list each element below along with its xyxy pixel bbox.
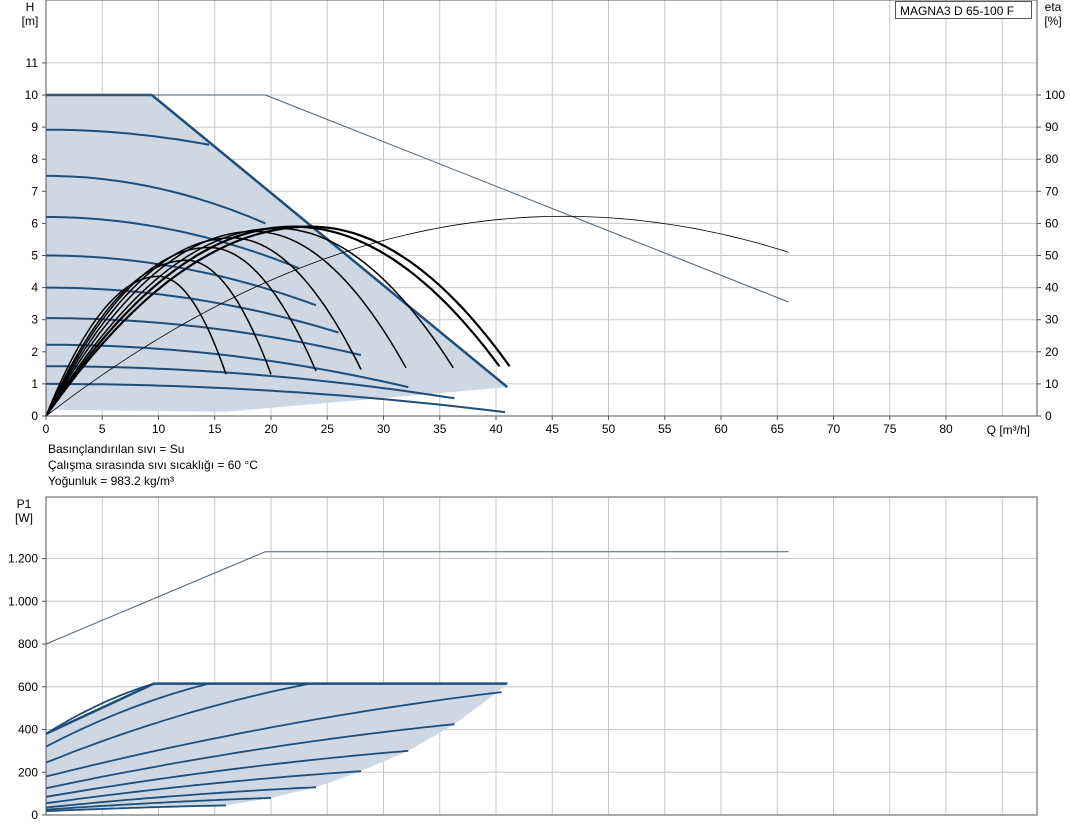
p1-axis-unit: [W] (15, 511, 33, 525)
power-curves (45, 682, 508, 813)
q-tick-label: 20 (264, 422, 278, 436)
h-tick-label: 3 (31, 313, 38, 327)
q-tick-label: 25 (321, 422, 335, 436)
head-speed-curve (46, 382, 506, 414)
eta-tick-label: 100 (1045, 88, 1065, 102)
q-tick-label: 45 (546, 422, 560, 436)
h-tick-label: 2 (31, 345, 38, 359)
power-speed-curve (45, 723, 455, 790)
head-speed-curve (46, 174, 266, 225)
bottom-chart-frame (45, 496, 1038, 816)
h-tick-label: 0 (31, 409, 38, 423)
eta-tick-label: 90 (1045, 120, 1059, 134)
eta-axis-title: eta (1045, 0, 1062, 14)
bottom-chart-ticks: 0 200 400 600 800 1.000 1.200 (8, 552, 46, 822)
h-tick-label: 1 (31, 377, 38, 391)
efficiency-curve (45, 227, 454, 417)
p1-tick-label: 1.200 (8, 552, 38, 566)
h-tick-label: 4 (31, 281, 38, 295)
q-tick-label: 60 (714, 422, 728, 436)
eta-tick-label: 20 (1045, 345, 1059, 359)
h-tick-label: 10 (25, 88, 39, 102)
efficiency-curve (45, 225, 501, 417)
h-tick-label: 5 (31, 249, 38, 263)
q-tick-label: 15 (208, 422, 222, 436)
head-speed-curve (46, 216, 300, 270)
p1-tick-label: 1.000 (8, 594, 38, 608)
efficiency-curve (45, 225, 511, 417)
q-tick-label: 50 (602, 422, 616, 436)
h-axis-unit: [m] (22, 14, 39, 28)
q-tick-label: 70 (827, 422, 841, 436)
power-speed-curve (45, 770, 362, 805)
head-speed-curve (46, 128, 210, 146)
eta-axis-unit: [%] (1044, 14, 1061, 28)
model-label: MAGNA3 D 65-100 F (895, 1, 1032, 19)
eta-tick-label: 10 (1045, 377, 1059, 391)
efficiency-curve (45, 230, 407, 417)
q-tick-label: 65 (771, 422, 785, 436)
h-tick-label: 7 (31, 184, 38, 198)
q-tick-label: 0 (43, 422, 50, 436)
note-temperature: Çalışma sırasında sıvı sıcaklığı = 60 °C (48, 458, 258, 472)
p1-axis-title: P1 (17, 497, 32, 511)
power-speed-curve (45, 786, 317, 809)
h-tick-label: 9 (31, 120, 38, 134)
efficiency-curves (45, 225, 511, 417)
power-speed-curve (45, 691, 502, 778)
p1-tick-label: 0 (31, 808, 38, 822)
q-axis-title: Q [m³/h] (987, 423, 1030, 437)
p1-tick-label: 800 (18, 637, 38, 651)
h-axis-title: H (26, 0, 35, 14)
power-speed-curve (45, 750, 409, 798)
h-tick-label: 6 (31, 216, 38, 230)
q-tick-label: 30 (377, 422, 391, 436)
efficiency-curve (45, 259, 272, 417)
p1-tick-label: 200 (18, 765, 38, 779)
q-tick-label: 10 (152, 422, 166, 436)
q-tick-label: 55 (658, 422, 672, 436)
note-density: Yoğunluk = 983.2 kg/m³ (48, 474, 174, 488)
power-speed-curve (45, 797, 272, 811)
q-tick-label: 40 (489, 422, 503, 436)
eta-tick-label: 0 (1045, 409, 1052, 423)
q-tick-label: 80 (939, 422, 953, 436)
power-speed-curve (45, 682, 155, 735)
h-tick-label: 8 (31, 152, 38, 166)
head-speed-curve (46, 317, 362, 356)
max-p1-curve (45, 551, 789, 645)
top-chart-frame (45, 0, 1038, 417)
max-head-curve (46, 94, 789, 303)
eta-tick-label: 80 (1045, 152, 1059, 166)
max-power-curve (45, 551, 789, 645)
power-speed-curve (45, 804, 227, 813)
top-chart-grid (45, 0, 1037, 417)
q-tick-label: 35 (433, 422, 447, 436)
eta-tick-label: 40 (1045, 281, 1059, 295)
power-speed-curve (45, 682, 210, 748)
eta-tick-label: 30 (1045, 313, 1059, 327)
eta-tick-label: 70 (1045, 184, 1059, 198)
head-speed-curve (45, 343, 409, 389)
note-fluid: Basınçlandırılan sıvı = Su (48, 442, 185, 456)
p1-tick-label: 400 (18, 723, 38, 737)
h-tick-label: 11 (26, 56, 39, 70)
q-tick-label: 75 (883, 422, 897, 436)
power-speed-curve (45, 682, 311, 764)
top-chart-ticks: 0 5 10 15 20 25 30 35 40 45 50 55 60 65 70 75 8001234567… (25, 56, 1066, 436)
max-efficiency-curve (45, 215, 789, 417)
eta-tick-label: 60 (1045, 216, 1059, 230)
max-curves (45, 94, 789, 417)
q-tick-label: 5 (99, 422, 106, 436)
eta-tick-label: 50 (1045, 249, 1059, 263)
efficiency-curve (45, 246, 317, 417)
p1-tick-label: 600 (18, 680, 38, 694)
max-power-outline (45, 682, 508, 735)
